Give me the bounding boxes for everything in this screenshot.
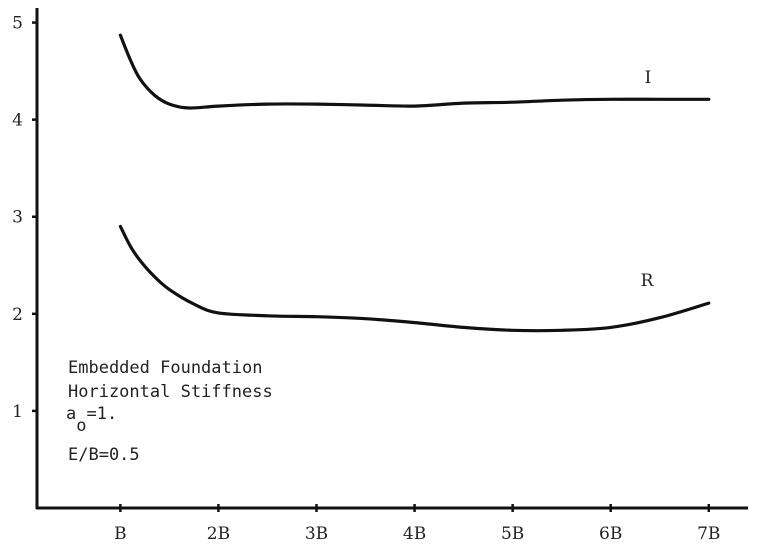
y-axis-ticks: 1 2 3 4 5 xyxy=(12,14,38,422)
x-tick-label: 3B xyxy=(305,524,328,544)
y-tick-label: 1 xyxy=(12,402,23,422)
annotation-block: Embedded Foundation Horizontal Stiffness… xyxy=(66,358,273,465)
y-tick-label: 5 xyxy=(12,14,23,34)
y-tick-label: 4 xyxy=(12,111,23,131)
annotation-line-3: ao=1. xyxy=(66,404,117,436)
annotation-a: a xyxy=(66,404,76,424)
series-label-r: R xyxy=(641,271,655,291)
x-tick-label: 5B xyxy=(501,524,524,544)
x-axis-ticks: B 2B 3B 4B 5B 6B 7B xyxy=(114,504,720,544)
x-tick-label: 6B xyxy=(599,524,622,544)
series-line-i xyxy=(118,33,711,110)
y-tick-label: 3 xyxy=(12,208,23,228)
annotation-subscript: o xyxy=(76,416,86,436)
x-tick-label: 2B xyxy=(207,524,230,544)
x-tick-label: B xyxy=(114,524,127,544)
annotation-line-2: Horizontal Stiffness xyxy=(68,382,273,402)
x-tick-label: 4B xyxy=(403,524,426,544)
series-group xyxy=(118,33,711,333)
series-labels: IR xyxy=(641,68,655,291)
annotation-line-4: E/B=0.5 xyxy=(68,445,140,465)
series-line-r xyxy=(118,224,711,333)
annotation-line-1: Embedded Foundation xyxy=(68,358,262,378)
x-tick-label: 7B xyxy=(697,524,720,544)
axes xyxy=(35,8,748,510)
y-tick-label: 2 xyxy=(12,305,23,325)
annotation-value: =1. xyxy=(87,404,118,424)
series-label-i: I xyxy=(645,68,652,88)
